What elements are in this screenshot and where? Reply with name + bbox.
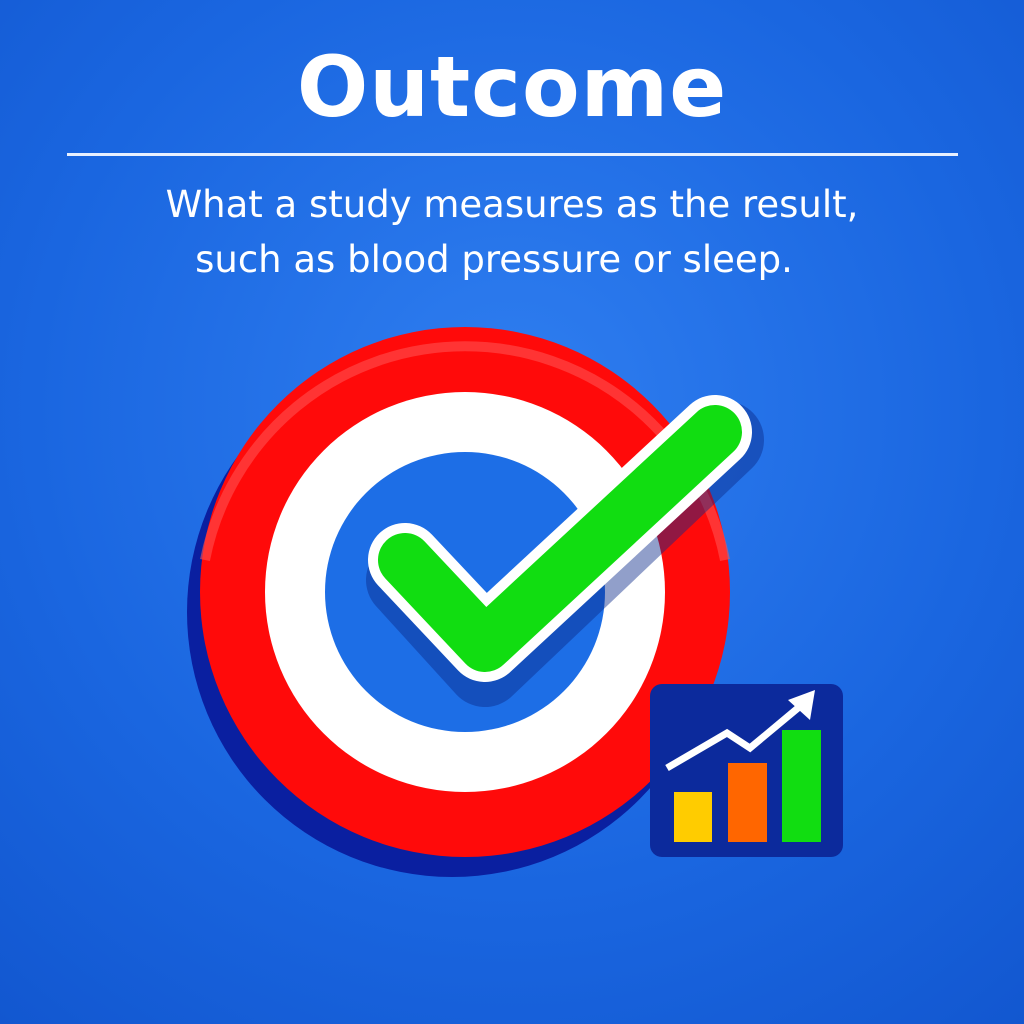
trend-arrow-line [665,705,801,772]
subtitle-line-2: such as blood pressure or sleep. [195,238,793,281]
chart-bar-orange [728,763,767,842]
subtitle-line-1: What a study measures as the result, [165,183,859,226]
trend-arrow-head [788,690,815,720]
chart-bar-green [782,730,821,842]
chart-bar-yellow [674,792,712,842]
page-title: Outcome [296,38,728,136]
checkmark-icon [366,395,764,707]
bar-chart-trend-up-icon [650,684,843,857]
title-divider [67,153,958,156]
